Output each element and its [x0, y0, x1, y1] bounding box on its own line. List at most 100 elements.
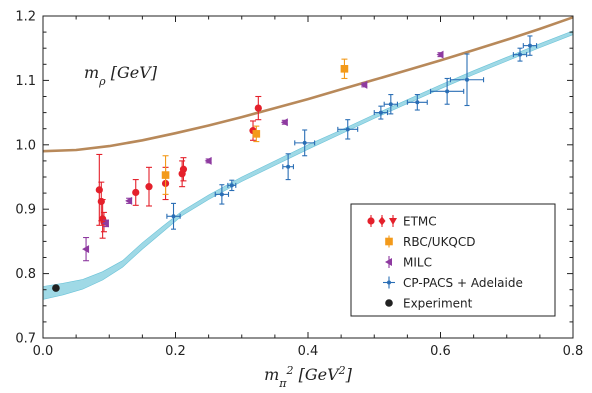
marker — [252, 130, 261, 138]
series-cp-pacs-adelaide — [166, 35, 538, 230]
point-cp-pacs-adelaide-2 — [227, 179, 237, 192]
point-milc-0 — [82, 236, 90, 262]
marker — [145, 183, 153, 191]
legend-marker — [389, 218, 397, 225]
y-tick-label: 1.0 — [15, 138, 36, 153]
legend-label: MILC — [403, 256, 432, 270]
legend-label: CP-PACS + Adelaide — [403, 276, 523, 290]
point-cp-pacs-adelaide-7 — [383, 94, 398, 115]
marker — [518, 52, 522, 57]
point-etmc-10 — [254, 95, 262, 121]
y-tick-label: 1.1 — [15, 74, 36, 89]
marker — [445, 89, 450, 94]
legend-marker — [387, 280, 391, 285]
point-etmc-5 — [145, 166, 153, 207]
panel-label-unit: [GeV] — [106, 63, 158, 82]
marker — [465, 77, 469, 82]
data-points — [52, 35, 538, 292]
legend-marker — [385, 258, 392, 266]
x-axis-title-m: m — [264, 365, 279, 384]
point-milc-1 — [101, 219, 109, 228]
marker — [345, 127, 350, 132]
x-axis-title-close: ] — [345, 365, 353, 384]
x-tick-label: 0.8 — [563, 344, 584, 359]
x-axis-title: mπ2 [GeV2] — [264, 364, 353, 390]
legend-marker — [378, 216, 386, 226]
series-etmc — [95, 95, 262, 239]
point-cp-pacs-adelaide-1 — [214, 184, 230, 205]
point-cp-pacs-adelaide-0 — [166, 202, 181, 230]
marker — [527, 43, 532, 48]
series-rbc-ukqcd — [161, 58, 349, 195]
point-milc-3 — [204, 156, 212, 165]
panel-label: mρ [GeV] — [84, 63, 158, 88]
point-etmc-3 — [100, 211, 108, 233]
series-experiment — [52, 284, 60, 292]
marker — [97, 197, 105, 206]
x-tick-label: 0.0 — [33, 344, 54, 359]
marker — [204, 156, 212, 165]
legend-marker — [385, 299, 393, 307]
legend-marker — [367, 217, 375, 225]
marker — [388, 102, 393, 107]
legend-entry-milc: MILC — [385, 256, 432, 270]
y-tick-label: 0.7 — [15, 332, 36, 347]
legend-entry-etmc: ETMC — [367, 215, 437, 229]
point-rbc-ukqcd-0 — [161, 155, 170, 195]
point-etmc-4 — [132, 179, 140, 206]
x-axis-title-unit: [GeV — [294, 365, 341, 384]
point-cp-pacs-adelaide-10 — [449, 53, 485, 107]
point-milc-5 — [360, 80, 368, 89]
panel-label-sub: ρ — [98, 75, 106, 88]
marker — [340, 65, 349, 73]
point-cp-pacs-adelaide-4 — [294, 129, 316, 157]
legend-label: RBC/UKQCD — [403, 235, 476, 249]
point-rbc-ukqcd-2 — [340, 58, 349, 80]
point-cp-pacs-adelaide-8 — [406, 94, 428, 111]
y-tick-label: 1.2 — [15, 10, 36, 25]
marker — [378, 110, 383, 115]
point-milc-4 — [280, 118, 288, 127]
point-cp-pacs-adelaide-3 — [282, 153, 294, 181]
marker — [360, 80, 368, 89]
marker — [229, 183, 234, 188]
marker — [302, 140, 307, 145]
axis-ticks: 0.0 0.2 0.4 0.6 0.8 0.7 0.8 0.9 1.0 1.1 1.2 — [15, 10, 583, 360]
legend-box — [350, 203, 556, 317]
marker — [101, 219, 109, 228]
point-milc-2 — [125, 196, 133, 205]
panel-label-m: m — [84, 63, 99, 82]
marker — [82, 245, 90, 254]
legend-marker — [385, 237, 393, 246]
point-cp-pacs-adelaide-11 — [512, 47, 528, 62]
y-tick-label: 0.9 — [15, 203, 36, 218]
legend-label: Experiment — [403, 297, 473, 311]
point-rbc-ukqcd-1 — [252, 125, 261, 143]
x-tick-label: 0.4 — [298, 344, 319, 359]
marker — [161, 171, 170, 179]
legend-entry-experiment: Experiment — [385, 297, 473, 311]
point-cp-pacs-adelaide-12 — [522, 35, 538, 56]
point-cp-pacs-adelaide-9 — [430, 77, 465, 105]
x-axis-title-unit-sup: 2 — [338, 364, 346, 377]
x-tick-label: 0.2 — [165, 344, 186, 359]
marker — [132, 188, 140, 197]
marker — [286, 164, 291, 169]
x-tick-label: 0.6 — [430, 344, 451, 359]
marker — [52, 284, 60, 292]
legend-entry-rbc-ukqcd: RBC/UKQCD — [385, 235, 476, 249]
marker — [254, 104, 262, 112]
marker — [125, 196, 133, 205]
point-experiment-0 — [52, 284, 60, 292]
marker — [179, 165, 188, 173]
point-milc-6 — [436, 50, 444, 59]
series-milc — [82, 50, 444, 262]
x-axis-title-sub: π — [278, 377, 287, 390]
legend: ETMC RBC/UKQCD MILC CP-PACS + Adelaide Exper… — [350, 203, 556, 317]
marker — [415, 100, 420, 105]
legend-label: ETMC — [403, 215, 437, 229]
marker — [171, 214, 176, 219]
point-cp-pacs-adelaide-5 — [337, 119, 359, 140]
upper-curve-line — [43, 16, 573, 153]
